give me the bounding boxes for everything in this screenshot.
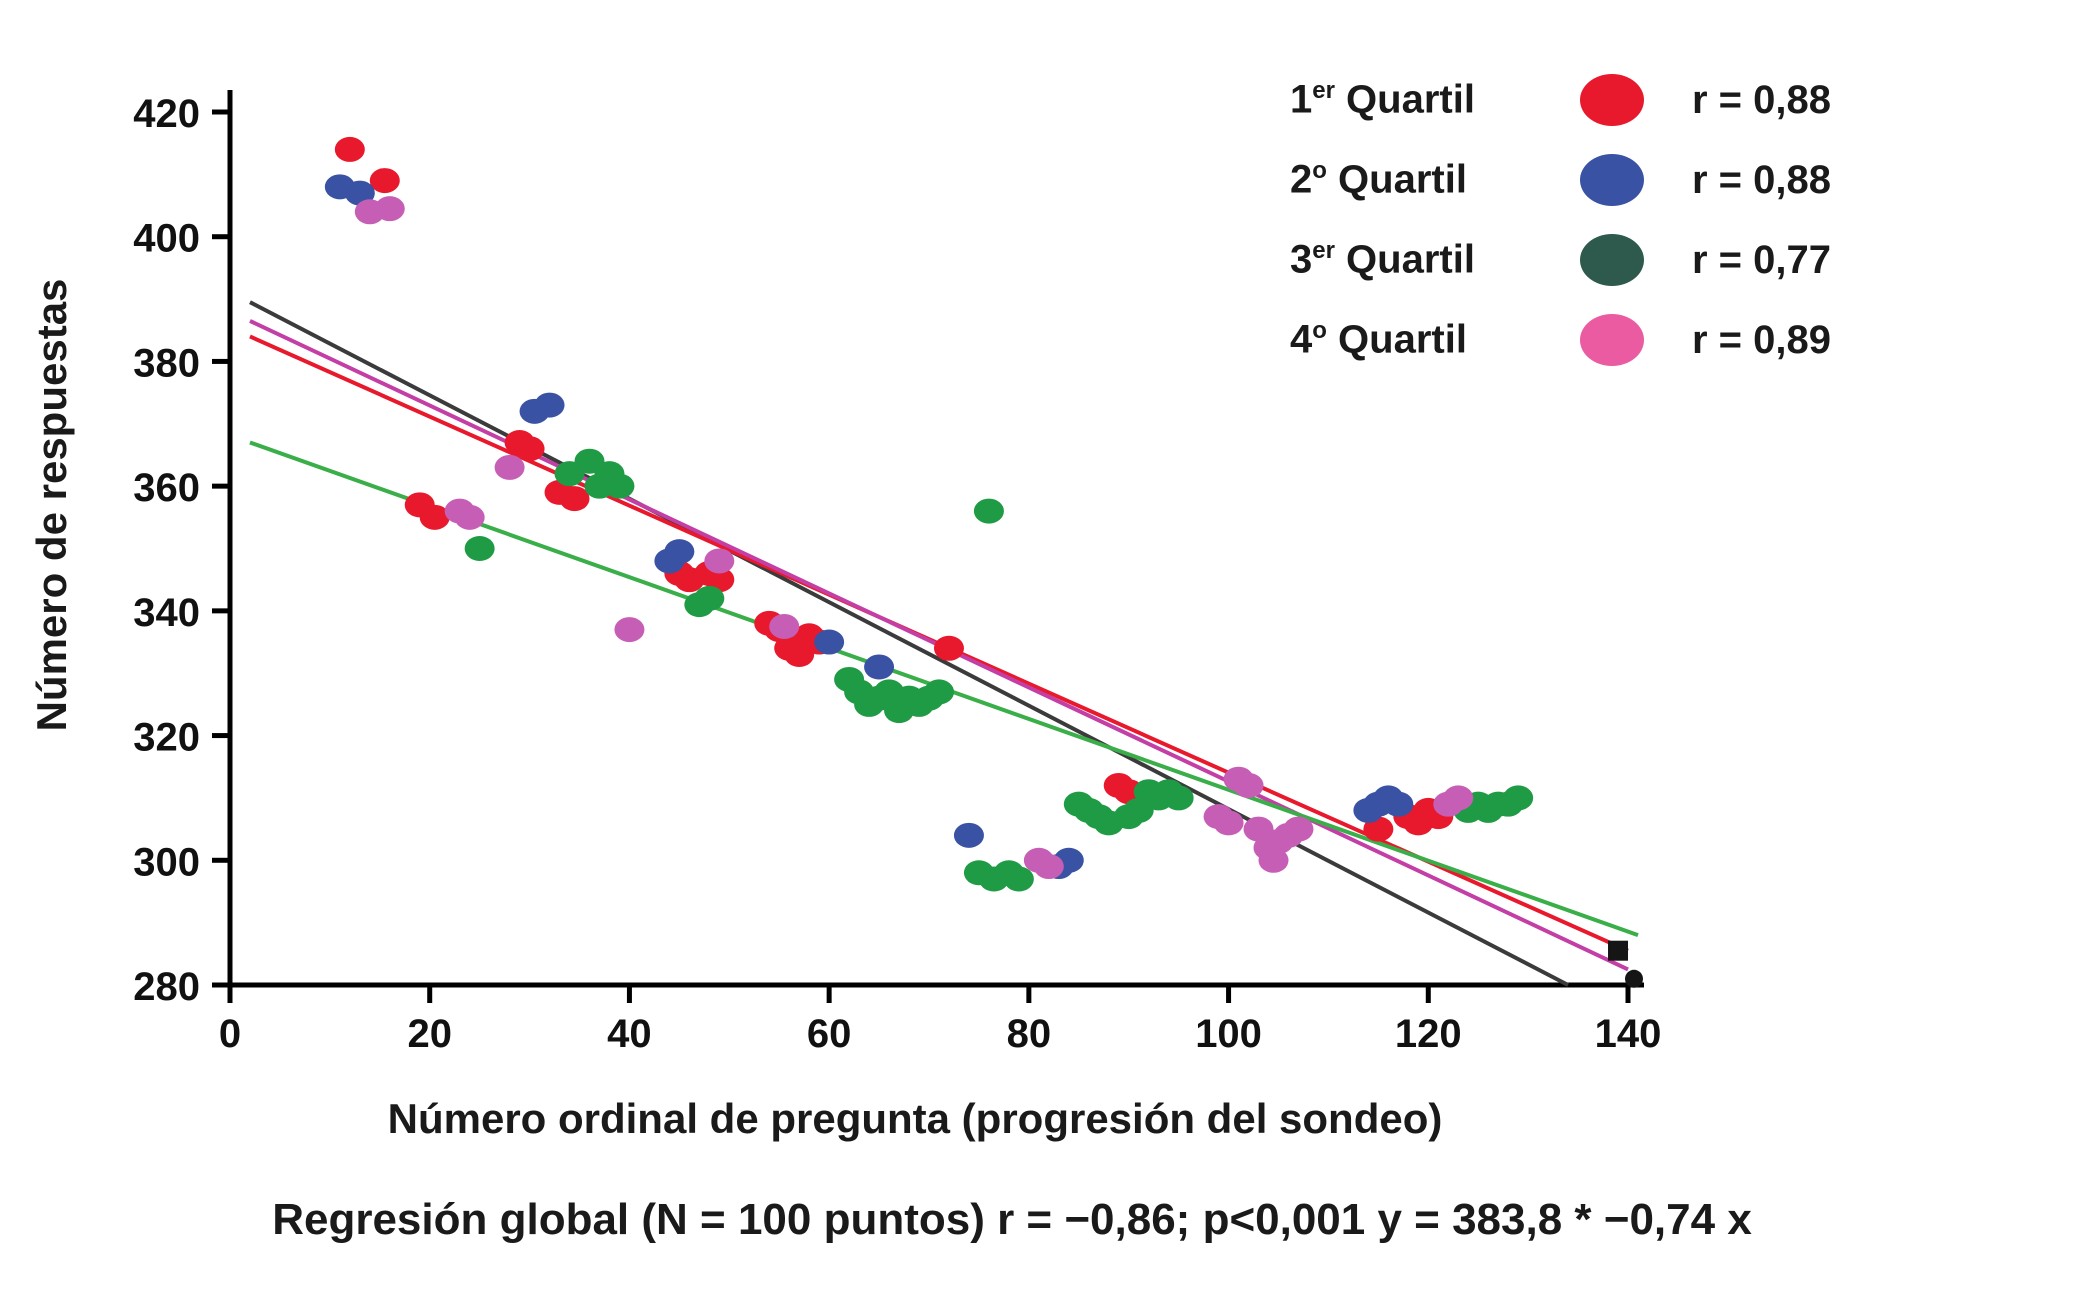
- legend-item-q2: 2o Quartil r = 0,88: [1290, 140, 1831, 220]
- legend-r-q2: r = 0,88: [1692, 157, 1832, 202]
- svg-text:360: 360: [133, 466, 200, 510]
- legend-r-q1: r = 0,88: [1692, 77, 1832, 122]
- legend-swatch-q3: [1580, 234, 1644, 286]
- legend-label-q3: 3er Quartil: [1290, 237, 1475, 282]
- legend: 1er Quartil r = 0,88 2o Quartil r = 0,88…: [1290, 60, 1831, 380]
- legend-item-q4: 4o Quartil r = 0,89: [1290, 300, 1831, 380]
- legend-item-q1: 1er Quartil r = 0,88: [1290, 60, 1831, 140]
- svg-text:340: 340: [133, 591, 200, 635]
- y-axis-label: Número de respuestas: [28, 278, 75, 732]
- svg-text:320: 320: [133, 716, 200, 760]
- svg-text:60: 60: [807, 1012, 852, 1056]
- svg-text:400: 400: [133, 217, 200, 261]
- legend-label-q1: 1er Quartil: [1290, 77, 1475, 122]
- legend-r-q4: r = 0,89: [1692, 317, 1832, 362]
- svg-text:20: 20: [407, 1012, 452, 1056]
- svg-text:140: 140: [1595, 1012, 1662, 1056]
- legend-r-q3: r = 0,77: [1692, 237, 1832, 282]
- svg-text:280: 280: [133, 965, 200, 1009]
- legend-label-q4: 4o Quartil: [1290, 317, 1467, 362]
- legend-swatch-q2: [1580, 154, 1644, 206]
- legend-item-q3: 3er Quartil r = 0,77: [1290, 220, 1831, 300]
- svg-text:0: 0: [219, 1012, 241, 1056]
- svg-text:300: 300: [133, 840, 200, 884]
- svg-text:120: 120: [1395, 1012, 1462, 1056]
- legend-swatch-q4: [1580, 314, 1644, 366]
- regression-caption: Regresión global (N = 100 puntos) r = −0…: [272, 1195, 1752, 1244]
- svg-text:40: 40: [607, 1012, 652, 1056]
- svg-text:100: 100: [1195, 1012, 1262, 1056]
- svg-text:420: 420: [133, 92, 200, 136]
- legend-label-q2: 2o Quartil: [1290, 157, 1467, 202]
- svg-text:80: 80: [1007, 1012, 1052, 1056]
- legend-swatch-q1: [1580, 74, 1644, 126]
- x-axis-label: Número ordinal de pregunta (progresión d…: [387, 1095, 1443, 1142]
- svg-text:380: 380: [133, 341, 200, 385]
